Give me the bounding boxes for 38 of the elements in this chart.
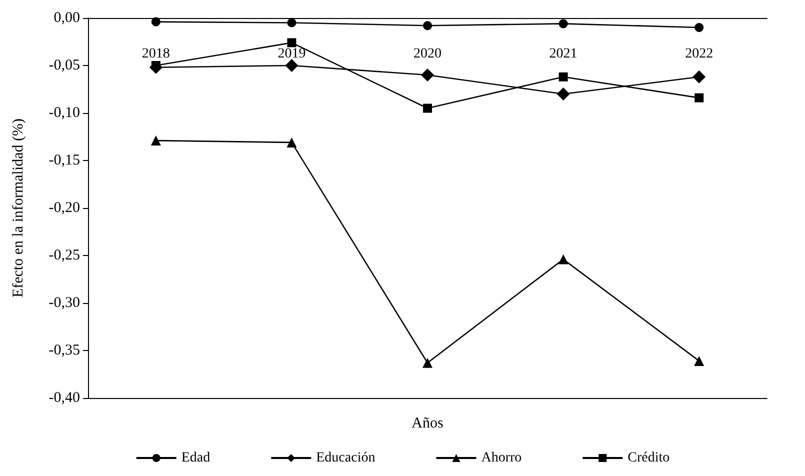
point [423,21,432,30]
legend-label: Educación [316,450,376,466]
x-axis-title: Años [412,416,444,432]
point [285,59,298,72]
point [151,17,160,26]
y-axis-title: Efecto en la informalidad (%) [10,118,26,298]
point [694,23,704,32]
point [287,18,296,28]
y-tick-label: 0,00 [54,10,80,26]
point [558,254,568,264]
point [421,68,434,82]
point [692,70,706,84]
point [286,137,297,148]
x-tick-label: 2022 [685,46,714,62]
point [422,358,432,368]
point [287,38,296,48]
y-tick-label: -0,40 [48,390,80,406]
y-tick-label: -0,30 [48,295,80,311]
legend-label: Crédito [628,450,670,466]
x-tick-label: 2021 [549,46,578,62]
y-tick-label: -0,10 [48,105,80,121]
point [694,93,704,102]
x-tick-label: 2020 [414,46,442,62]
point [694,356,704,366]
x-tick-label: 2018 [142,46,170,62]
point [150,136,161,146]
point [558,19,568,28]
y-tick-label: -0,05 [48,58,80,74]
legend-label: Ahorro [481,450,522,466]
y-tick-label: -0,20 [48,200,80,216]
y-tick-label: -0,15 [48,152,80,168]
point [423,104,432,113]
y-tick-label: -0,35 [48,342,80,358]
point [558,72,568,82]
x-tick-label: 2019 [278,46,306,62]
y-tick-label: -0,25 [48,248,80,264]
legend-label: Edad [181,450,210,466]
point [556,88,570,100]
